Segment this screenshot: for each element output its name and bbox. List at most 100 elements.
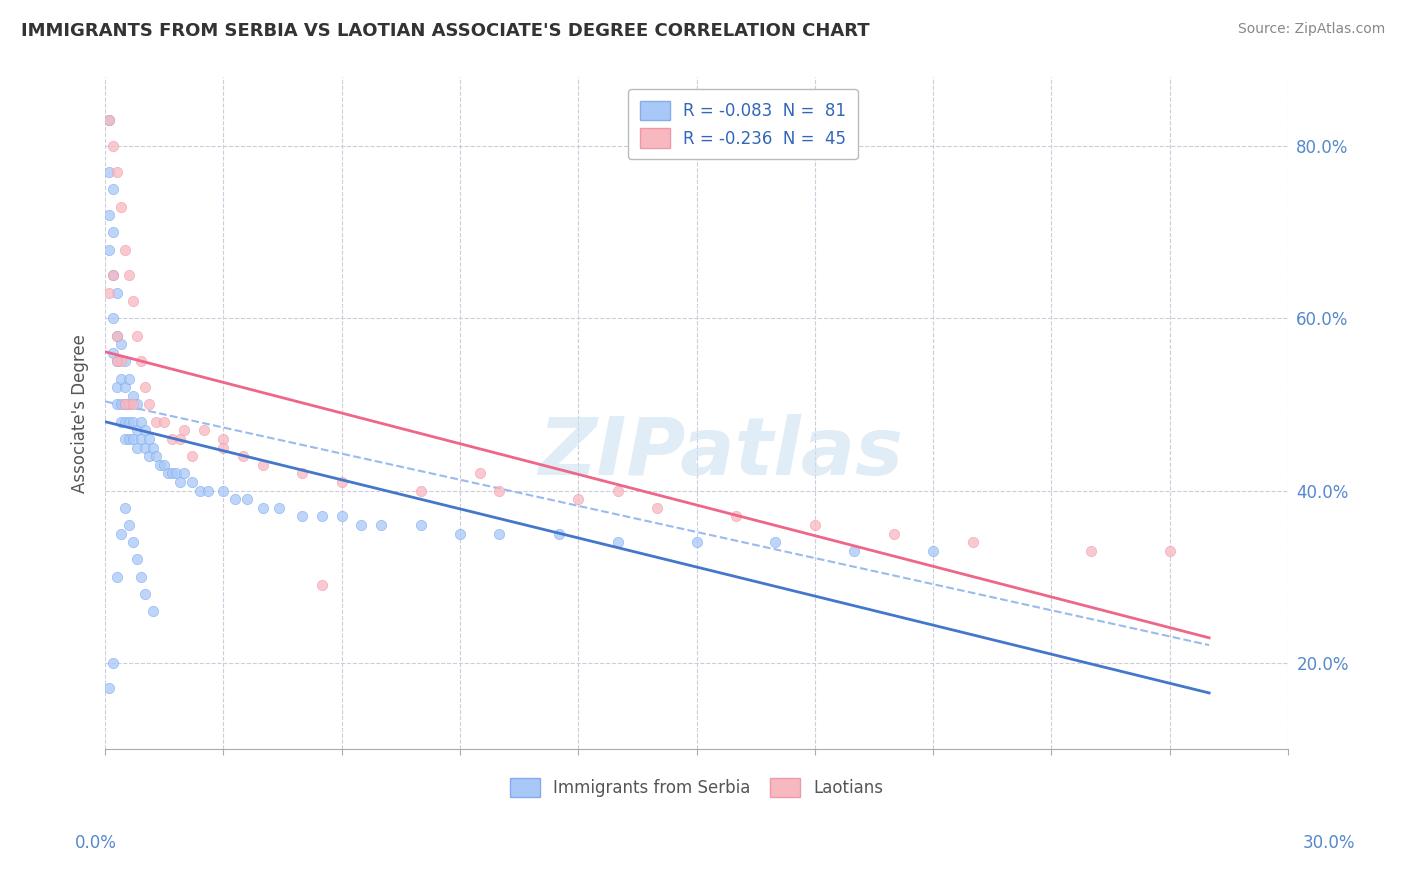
Point <box>173 467 195 481</box>
Point <box>645 500 668 515</box>
Point <box>101 311 124 326</box>
Text: 0.0%: 0.0% <box>75 834 117 852</box>
Point <box>232 449 254 463</box>
Point <box>114 500 136 515</box>
Point <box>962 535 984 549</box>
Point <box>330 475 353 489</box>
Point <box>98 113 121 128</box>
Y-axis label: Associate's Degree: Associate's Degree <box>72 334 89 492</box>
Point <box>98 243 121 257</box>
Point <box>101 268 124 283</box>
Point <box>844 543 866 558</box>
Point <box>98 681 121 696</box>
Point <box>101 182 124 196</box>
Point <box>101 346 124 360</box>
Point <box>291 467 314 481</box>
Point <box>197 483 219 498</box>
Point <box>125 423 148 437</box>
Point <box>110 415 132 429</box>
Point <box>125 328 148 343</box>
Point <box>129 415 152 429</box>
Point <box>409 518 432 533</box>
Text: 30.0%: 30.0% <box>1302 834 1355 852</box>
Point <box>98 285 121 300</box>
Point <box>145 415 167 429</box>
Point <box>110 372 132 386</box>
Point <box>409 483 432 498</box>
Point <box>145 449 167 463</box>
Point <box>488 483 510 498</box>
Point <box>370 518 392 533</box>
Point <box>129 569 152 583</box>
Text: IMMIGRANTS FROM SERBIA VS LAOTIAN ASSOCIATE'S DEGREE CORRELATION CHART: IMMIGRANTS FROM SERBIA VS LAOTIAN ASSOCI… <box>21 22 870 40</box>
Point <box>212 483 235 498</box>
Point <box>114 354 136 368</box>
Point <box>173 423 195 437</box>
Point <box>149 458 172 472</box>
Text: Source: ZipAtlas.com: Source: ZipAtlas.com <box>1237 22 1385 37</box>
Point <box>114 243 136 257</box>
Point <box>169 475 191 489</box>
Point <box>121 535 143 549</box>
Point <box>153 458 176 472</box>
Point <box>468 467 491 481</box>
Point <box>181 475 204 489</box>
Point <box>118 372 141 386</box>
Point <box>105 569 128 583</box>
Point <box>105 165 128 179</box>
Point <box>138 449 160 463</box>
Point <box>125 552 148 566</box>
Point <box>105 380 128 394</box>
Point <box>224 492 246 507</box>
Point <box>724 509 747 524</box>
Point <box>98 113 121 128</box>
Point <box>101 268 124 283</box>
Point <box>121 389 143 403</box>
Point <box>138 397 160 411</box>
Point <box>193 423 215 437</box>
Point <box>101 139 124 153</box>
Point <box>311 578 333 592</box>
Point <box>118 268 141 283</box>
Point <box>118 397 141 411</box>
Point <box>236 492 259 507</box>
Point <box>765 535 787 549</box>
Point <box>114 397 136 411</box>
Point <box>134 441 156 455</box>
Point <box>291 509 314 524</box>
Point <box>1080 543 1102 558</box>
Point <box>606 535 628 549</box>
Point <box>105 328 128 343</box>
Point <box>110 354 132 368</box>
Point <box>883 526 905 541</box>
Point <box>165 467 187 481</box>
Point <box>118 415 141 429</box>
Point <box>138 432 160 446</box>
Point <box>567 492 589 507</box>
Point <box>311 509 333 524</box>
Point <box>121 397 143 411</box>
Point <box>547 526 569 541</box>
Point <box>105 397 128 411</box>
Point <box>118 518 141 533</box>
Point <box>804 518 827 533</box>
Point <box>121 432 143 446</box>
Point <box>125 397 148 411</box>
Point <box>101 656 124 670</box>
Point <box>121 415 143 429</box>
Point <box>110 200 132 214</box>
Point <box>125 441 148 455</box>
Point <box>141 604 163 618</box>
Point <box>153 415 176 429</box>
Point <box>267 500 290 515</box>
Point <box>252 500 274 515</box>
Point <box>105 354 128 368</box>
Point <box>330 509 353 524</box>
Point <box>101 225 124 239</box>
Point <box>188 483 211 498</box>
Point <box>157 467 180 481</box>
Point <box>118 397 141 411</box>
Legend: Immigrants from Serbia, Laotians: Immigrants from Serbia, Laotians <box>503 772 890 805</box>
Point <box>134 423 156 437</box>
Point <box>98 208 121 222</box>
